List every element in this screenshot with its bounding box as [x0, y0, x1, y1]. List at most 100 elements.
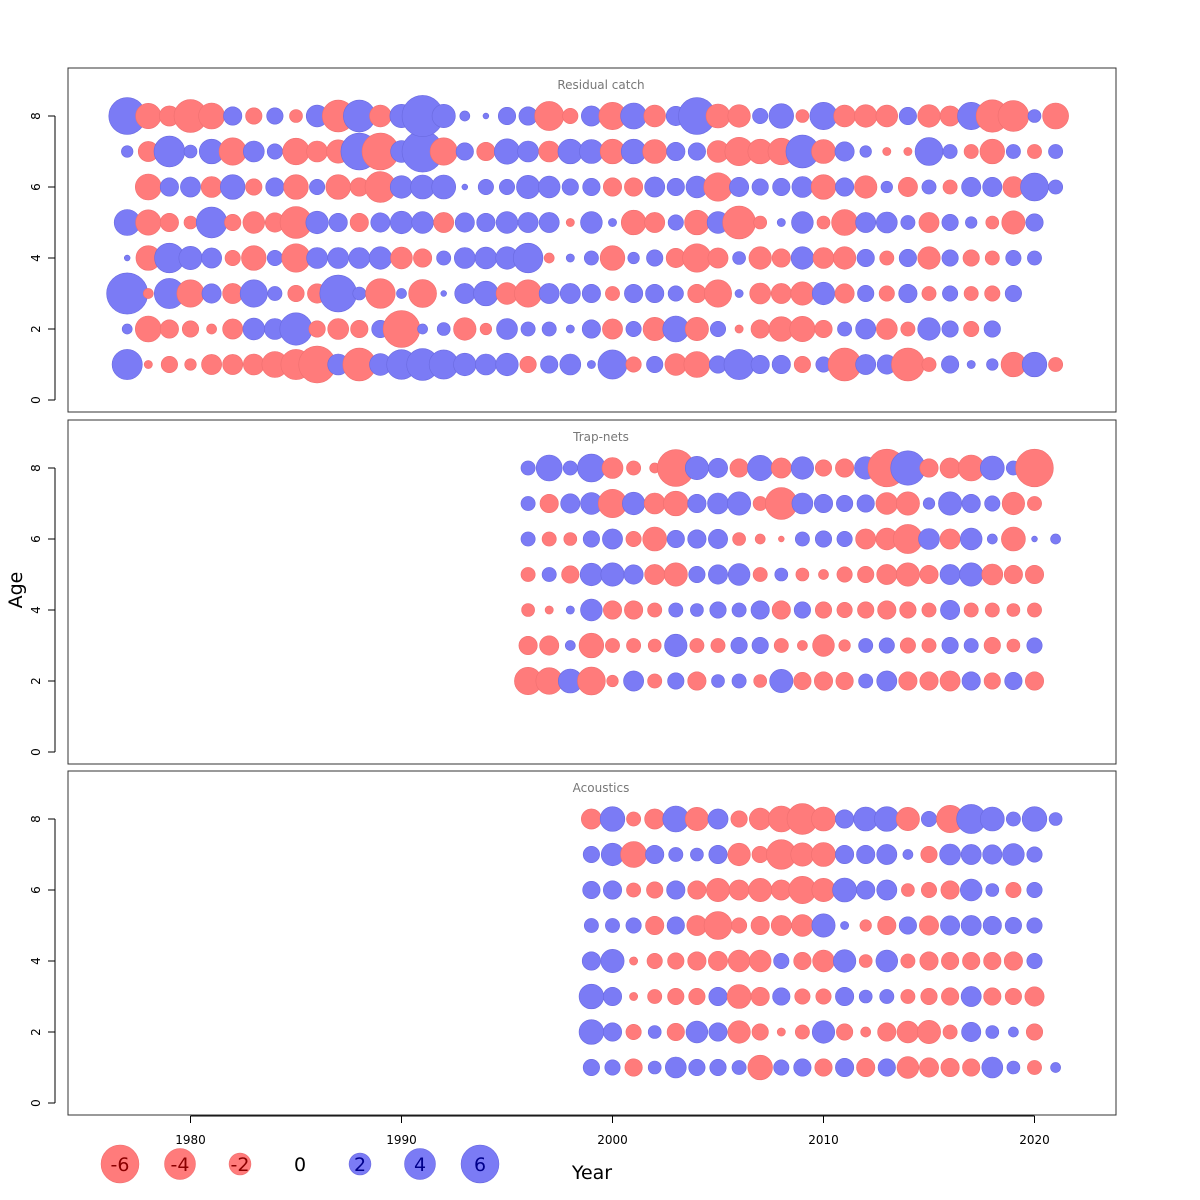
- bubble: [413, 248, 433, 268]
- bubble: [1027, 144, 1042, 159]
- bubble: [183, 144, 198, 159]
- legend-item: 0: [294, 1154, 306, 1176]
- bubble: [791, 492, 814, 515]
- bubble: [348, 247, 371, 269]
- bubble: [239, 279, 268, 308]
- bubble: [962, 1058, 981, 1077]
- bubble: [535, 454, 563, 482]
- bubble: [579, 139, 604, 164]
- bubble: [900, 321, 916, 337]
- bubble: [963, 144, 979, 159]
- bubble: [914, 137, 944, 166]
- bubble: [709, 1058, 727, 1077]
- bubble: [963, 286, 979, 301]
- bubble: [620, 209, 647, 236]
- bubble: [855, 318, 877, 340]
- y-tick-label: 4: [29, 606, 43, 614]
- bubble: [201, 247, 222, 269]
- x-tick-label: 2020: [1019, 1133, 1050, 1147]
- bubble: [748, 246, 772, 270]
- bubble: [876, 564, 898, 585]
- y-axis: 0 2 4 6 8: [29, 112, 56, 404]
- bubble: [1021, 351, 1048, 378]
- bubble: [811, 913, 836, 938]
- bubble: [684, 317, 709, 341]
- bubble: [814, 459, 833, 477]
- bubble: [1020, 172, 1049, 202]
- x-tick-label: 1990: [386, 1133, 417, 1147]
- bubble: [282, 137, 310, 166]
- y-tick-label: 4: [29, 957, 43, 965]
- bubble: [582, 530, 600, 548]
- bubble: [417, 323, 428, 335]
- bubble: [722, 205, 756, 240]
- bubble: [748, 878, 773, 902]
- bubble: [918, 528, 940, 550]
- bubble: [1001, 526, 1026, 552]
- bubble: [876, 879, 898, 901]
- bubble: [153, 135, 186, 168]
- bubble: [224, 250, 241, 267]
- bubble: [224, 213, 242, 232]
- bubble: [960, 844, 982, 865]
- bubble: [747, 455, 774, 481]
- bubble: [626, 460, 642, 476]
- bubble: [917, 104, 941, 128]
- bubble: [436, 250, 452, 266]
- bubble: [389, 210, 414, 235]
- bubble: [1027, 1060, 1042, 1075]
- bubble: [921, 286, 937, 301]
- bubble: [266, 250, 283, 267]
- bubble: [769, 669, 794, 693]
- bubble: [223, 106, 243, 126]
- bubble: [773, 1059, 790, 1076]
- bubble: [979, 806, 1005, 832]
- bubble: [919, 564, 939, 584]
- bubble: [368, 246, 392, 270]
- bubble: [728, 879, 750, 901]
- bubble: [879, 250, 895, 266]
- panel-acoustics: Acoustics 0 2 4 6 8: [29, 770, 1117, 1116]
- bubble: [622, 491, 646, 516]
- bubble: [1048, 179, 1064, 195]
- bubble: [857, 284, 875, 303]
- bubble: [875, 492, 898, 515]
- bubble: [790, 246, 814, 270]
- bubble: [920, 987, 938, 1006]
- bubble: [266, 143, 283, 160]
- bubble: [519, 355, 537, 374]
- legend-label: -6: [111, 1154, 130, 1176]
- bubble: [983, 672, 1001, 690]
- bubble: [143, 360, 153, 369]
- bubble: [475, 353, 497, 376]
- bubble: [684, 807, 709, 831]
- bubble: [753, 215, 768, 230]
- bubble: [960, 986, 982, 1007]
- bubble: [1003, 564, 1023, 584]
- bubble: [325, 174, 351, 200]
- bubble: [327, 247, 349, 269]
- bubble: [602, 318, 623, 340]
- bubble: [690, 847, 704, 862]
- bubble: [1005, 811, 1021, 827]
- bubble: [710, 638, 726, 653]
- bubble: [580, 211, 603, 234]
- bubble: [142, 288, 154, 299]
- bubble: [565, 253, 575, 263]
- bubble: [245, 107, 263, 125]
- bubble: [793, 355, 811, 374]
- bubble: [106, 272, 149, 315]
- bubble: [433, 212, 455, 233]
- bubble: [939, 564, 961, 585]
- bubble: [790, 456, 814, 480]
- bubble: [644, 176, 666, 198]
- bubble: [751, 845, 769, 864]
- x-tick-label: 1980: [175, 1133, 206, 1147]
- bubble: [626, 882, 642, 898]
- bubble: [941, 987, 960, 1006]
- bubble: [159, 213, 179, 233]
- bubble: [411, 211, 434, 234]
- bubble: [517, 140, 539, 163]
- bubble: [668, 847, 684, 862]
- legend-label: -2: [231, 1154, 250, 1176]
